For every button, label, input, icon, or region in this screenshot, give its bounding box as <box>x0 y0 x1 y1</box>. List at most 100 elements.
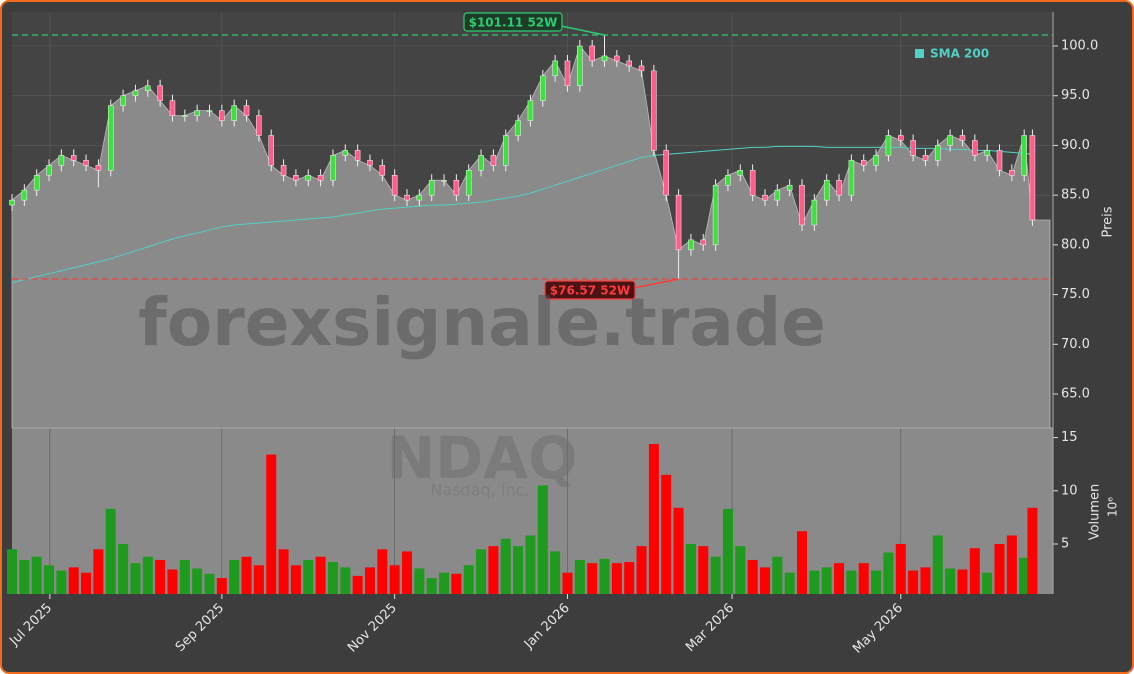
candle-body <box>280 165 287 176</box>
annotation-label: $76.57 52W <box>550 284 630 298</box>
candle-body <box>688 239 694 251</box>
volume-bar <box>389 565 400 594</box>
candle-body <box>984 150 990 156</box>
candle-body <box>145 85 151 91</box>
volume-bar <box>402 551 413 594</box>
candle-body <box>947 135 953 146</box>
candle-body <box>577 45 583 87</box>
candle-body <box>799 184 805 226</box>
y-tick-label: 100.0 <box>1061 39 1098 54</box>
candle-body <box>441 179 447 182</box>
candle-body <box>614 55 620 62</box>
volume-bar <box>451 573 462 594</box>
candle-body <box>416 194 423 201</box>
volume-bar <box>204 573 215 594</box>
volume-bar <box>377 549 388 594</box>
volume-bar <box>821 567 832 594</box>
candle-body <box>1009 170 1015 176</box>
volume-bar <box>488 546 499 594</box>
candle-body <box>33 175 40 191</box>
candle-body <box>552 60 558 77</box>
candle-body <box>749 170 756 196</box>
volume-bar <box>661 474 672 594</box>
volume-bar <box>93 549 104 594</box>
volume-bar <box>624 562 635 594</box>
y-tick-label: 80.0 <box>1061 237 1090 252</box>
volume-bar <box>673 507 684 594</box>
volume-bar <box>68 567 79 594</box>
volume-tick-label: 5 <box>1061 536 1069 551</box>
candle-body <box>959 135 966 141</box>
company-watermark: Nasdaq, Inc. <box>430 481 529 500</box>
volume-bar <box>1019 557 1030 594</box>
candle-body <box>243 105 250 116</box>
candle-body <box>428 179 435 196</box>
volume-bar <box>327 562 338 594</box>
candle-body <box>70 155 77 161</box>
volume-bar <box>871 570 882 594</box>
volume-bar <box>759 567 770 594</box>
candle-body <box>342 150 349 156</box>
candle-body <box>922 155 929 161</box>
candle-body <box>453 179 460 196</box>
volume-bar <box>550 551 561 594</box>
annotation-arrow <box>633 278 679 289</box>
candle-body <box>391 175 398 196</box>
candle-body <box>169 100 176 116</box>
legend-swatch <box>915 49 924 58</box>
annotation-arrow <box>560 25 605 36</box>
volume-bar <box>784 572 795 594</box>
candle-body <box>737 170 744 176</box>
candle-body <box>540 75 546 101</box>
candle-body <box>83 160 89 166</box>
candle-body <box>836 179 842 196</box>
candle-body <box>46 165 52 176</box>
volume-bar <box>7 549 17 594</box>
volume-unit: 10⁶ <box>1106 497 1120 517</box>
volume-bar <box>735 546 746 594</box>
candle-body <box>663 150 669 196</box>
candle-body <box>848 160 855 196</box>
volume-bar <box>636 546 647 594</box>
y-tick-label: 75.0 <box>1061 287 1090 302</box>
volume-bar <box>414 568 425 594</box>
candle-body <box>601 55 608 62</box>
candle-body <box>626 60 632 67</box>
candle-body <box>712 184 719 246</box>
volume-bar <box>537 485 548 594</box>
volume-bar <box>142 556 153 594</box>
volume-bar <box>982 572 993 594</box>
candle-body <box>132 90 139 96</box>
volume-bar <box>56 570 67 594</box>
volume-bar <box>648 443 659 594</box>
volume-bar <box>352 575 363 594</box>
volume-bar <box>722 508 733 594</box>
legend-label: SMA 200 <box>930 47 989 61</box>
candle-body <box>786 184 793 191</box>
volume-bar <box>439 572 450 594</box>
candle-body <box>379 165 386 176</box>
y-tick-label: 85.0 <box>1061 188 1090 203</box>
candle-body <box>651 70 657 151</box>
volume-bar <box>846 570 857 594</box>
volume-bar <box>562 572 573 594</box>
volume-bar <box>525 535 536 594</box>
y-axis-label: Preis <box>1101 206 1116 237</box>
volume-bar <box>364 567 375 594</box>
volume-bar <box>44 565 55 594</box>
candle-body <box>478 155 484 171</box>
volume-bar <box>809 570 820 594</box>
candle-body <box>490 155 497 166</box>
sma-line <box>11 145 1033 284</box>
volume-bar <box>957 569 968 594</box>
candle-body <box>762 194 768 201</box>
volume-bar <box>179 559 190 594</box>
volume-bar <box>1027 507 1038 594</box>
volume-bar <box>932 535 943 594</box>
volume-bar <box>167 569 178 594</box>
candle-body <box>515 120 521 136</box>
volume-bar <box>599 558 610 594</box>
volume-bar <box>31 556 42 594</box>
candle-body <box>898 135 904 141</box>
candle-body <box>194 110 200 116</box>
